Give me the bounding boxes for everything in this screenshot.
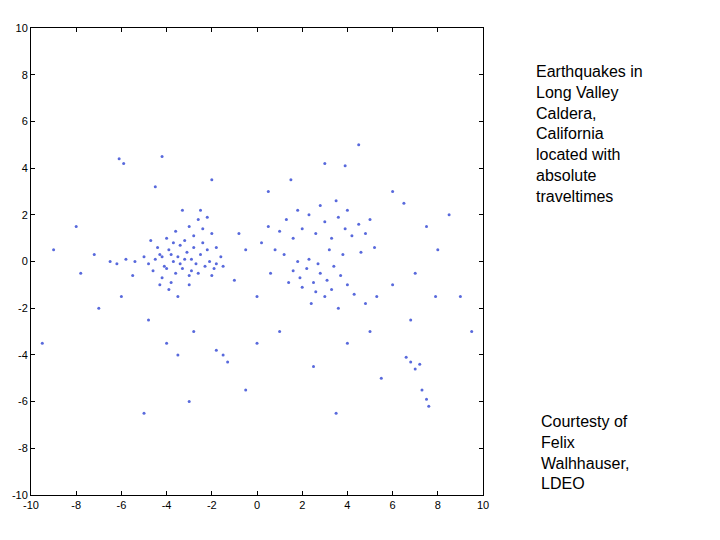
svg-text:-10: -10	[23, 499, 39, 511]
svg-text:4: 4	[22, 162, 28, 174]
svg-text:-2: -2	[207, 499, 217, 511]
svg-text:10: 10	[16, 22, 28, 34]
svg-text:-10: -10	[12, 489, 28, 501]
svg-text:-2: -2	[18, 302, 28, 314]
svg-text:2: 2	[22, 209, 28, 221]
svg-text:-8: -8	[18, 442, 28, 454]
svg-text:-6: -6	[18, 395, 28, 407]
svg-text:10: 10	[477, 499, 489, 511]
svg-text:Earthquakes inLong ValleyCalde: Earthquakes inLong ValleyCaldera,Califor…	[536, 63, 643, 205]
svg-text:8: 8	[22, 69, 28, 81]
svg-text:-6: -6	[117, 499, 127, 511]
svg-text:2: 2	[299, 499, 305, 511]
svg-text:0: 0	[254, 499, 260, 511]
svg-text:8: 8	[435, 499, 441, 511]
svg-text:0: 0	[22, 255, 28, 267]
svg-text:4: 4	[344, 499, 350, 511]
svg-text:-4: -4	[18, 349, 28, 361]
svg-text:-4: -4	[162, 499, 172, 511]
svg-text:6: 6	[22, 115, 28, 127]
svg-text:6: 6	[390, 499, 396, 511]
svg-text:-8: -8	[71, 499, 81, 511]
svg-text:Courtesty ofFelixWalhhauser,LD: Courtesty ofFelixWalhhauser,LDEO	[541, 413, 629, 492]
